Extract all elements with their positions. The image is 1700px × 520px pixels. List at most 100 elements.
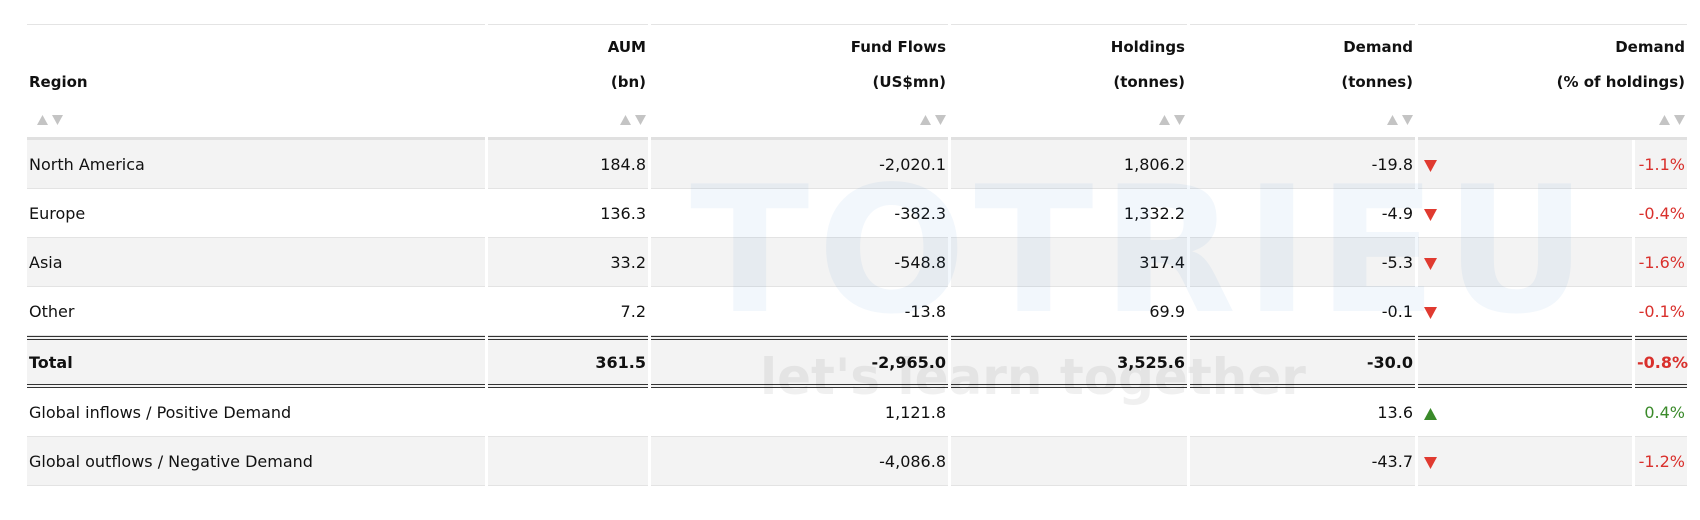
value-cell [488, 437, 648, 486]
value-cell: 317.4 [951, 238, 1187, 287]
value-cell: -13.8 [651, 287, 948, 336]
sort-icons [1192, 101, 1413, 137]
column-header[interactable]: Demand (tonnes) [1190, 24, 1415, 140]
data-table: Region AUM (bn) Fund Flows (US$mn) Holdings (t… [24, 24, 1690, 486]
header-row: Region AUM (bn) Fund Flows (US$mn) Holdings (t… [27, 24, 1687, 140]
value-cell: -19.8 [1190, 140, 1415, 189]
table-body: North America 184.8 -2,020.1 1,806.2 -19.8 -1… [27, 140, 1688, 486]
value-cell: 3,525.6 [951, 336, 1187, 388]
value-cell: 13.6 [1190, 388, 1415, 437]
triangle [1424, 407, 1437, 420]
header-label: Region [29, 73, 88, 91]
triangle [920, 114, 931, 125]
trend-down-icon [1424, 257, 1437, 270]
value-cell: -4,086.8 [651, 437, 948, 486]
value-cell: 1,121.8 [651, 388, 948, 437]
region-cell: Europe [27, 189, 485, 238]
sort-asc-icon [1387, 114, 1398, 125]
sort-icons [653, 101, 946, 137]
value-cell: 33.2 [488, 238, 648, 287]
value-cell [951, 437, 1187, 486]
value-cell: 361.5 [488, 336, 648, 388]
region-cell: Other [27, 287, 485, 336]
value-cell: -2,020.1 [651, 140, 948, 189]
region-cell: North America [27, 140, 485, 189]
trend-cell [1418, 388, 1632, 437]
table-row: Global inflows / Positive Demand 1,121.8 1… [27, 388, 1687, 437]
triangle [620, 114, 631, 125]
triangle [1674, 114, 1685, 125]
triangle [37, 114, 48, 125]
header-label: Holdings [1110, 38, 1185, 56]
value-cell [488, 388, 648, 437]
column-header[interactable]: Fund Flows (US$mn) [651, 24, 948, 140]
sort-desc-icon [1174, 114, 1185, 125]
header-label: AUM [607, 38, 646, 56]
sort-desc-icon [1402, 114, 1413, 125]
region-cell: Global inflows / Positive Demand [27, 388, 485, 437]
triangle [1424, 159, 1437, 172]
region-cell: Total [27, 336, 485, 388]
trend-cell [1418, 336, 1632, 388]
trend-cell [1418, 437, 1632, 486]
value-cell: 7.2 [488, 287, 648, 336]
sort-icons [29, 101, 483, 137]
value-cell [951, 388, 1187, 437]
sort-icons [953, 101, 1185, 137]
sort-asc-icon [920, 114, 931, 125]
table-row: North America 184.8 -2,020.1 1,806.2 -19.8 -1… [27, 140, 1687, 189]
table-row: Other 7.2 -13.8 69.9 -0.1 -0.1% [27, 287, 1687, 336]
table-row: Asia 33.2 -548.8 317.4 -5.3 -1.6% [27, 238, 1687, 287]
triangle [52, 114, 63, 125]
column-header[interactable]: AUM (bn) [488, 24, 648, 140]
triangle [1402, 114, 1413, 125]
value-cell: -548.8 [651, 238, 948, 287]
sort-icons [490, 101, 646, 137]
triangle [1174, 114, 1185, 125]
header-label: Fund Flows [850, 38, 946, 56]
header-unit: (% of holdings) [1556, 73, 1685, 91]
triangle [635, 114, 646, 125]
value-cell: -0.1% [1635, 287, 1687, 336]
value-cell: -382.3 [651, 189, 948, 238]
value-cell: -2,965.0 [651, 336, 948, 388]
header-unit: (tonnes) [1341, 73, 1413, 91]
value-cell: -1.2% [1635, 437, 1687, 486]
sort-desc-icon [935, 114, 946, 125]
value-cell: 1,806.2 [951, 140, 1187, 189]
sort-desc-icon [52, 114, 63, 125]
value-cell: -1.1% [1635, 140, 1687, 189]
column-header[interactable]: Demand (% of holdings) [1418, 24, 1687, 140]
sort-asc-icon [620, 114, 631, 125]
value-cell: 184.8 [488, 140, 648, 189]
value-cell: -0.4% [1635, 189, 1687, 238]
column-header[interactable]: Holdings (tonnes) [951, 24, 1187, 140]
value-cell: -0.8% [1635, 336, 1688, 388]
sort-asc-icon [37, 114, 48, 125]
region-cell: Asia [27, 238, 485, 287]
sort-icons [1420, 101, 1685, 137]
triangle [1424, 456, 1437, 469]
triangle [1424, 257, 1437, 270]
value-cell: -1.6% [1635, 238, 1687, 287]
value-cell: 69.9 [951, 287, 1187, 336]
triangle [1659, 114, 1670, 125]
trend-cell [1418, 140, 1632, 189]
sort-desc-icon [635, 114, 646, 125]
trend-down-icon [1424, 159, 1437, 172]
value-cell: -43.7 [1190, 437, 1415, 486]
sort-asc-icon [1159, 114, 1170, 125]
sort-desc-icon [1674, 114, 1685, 125]
table-row: Europe 136.3 -382.3 1,332.2 -4.9 -0.4% [27, 189, 1687, 238]
triangle [1159, 114, 1170, 125]
value-cell: 0.4% [1635, 388, 1687, 437]
header-unit: (US$mn) [872, 73, 946, 91]
header-unit: (tonnes) [1113, 73, 1185, 91]
header-label: Demand [1343, 38, 1413, 56]
value-cell: -30.0 [1190, 336, 1415, 388]
triangle [935, 114, 946, 125]
column-header[interactable]: Region [27, 24, 485, 140]
trend-down-icon [1424, 306, 1437, 319]
table-row: Total 361.5 -2,965.0 3,525.6 -30.0 -0.8% [27, 336, 1688, 388]
